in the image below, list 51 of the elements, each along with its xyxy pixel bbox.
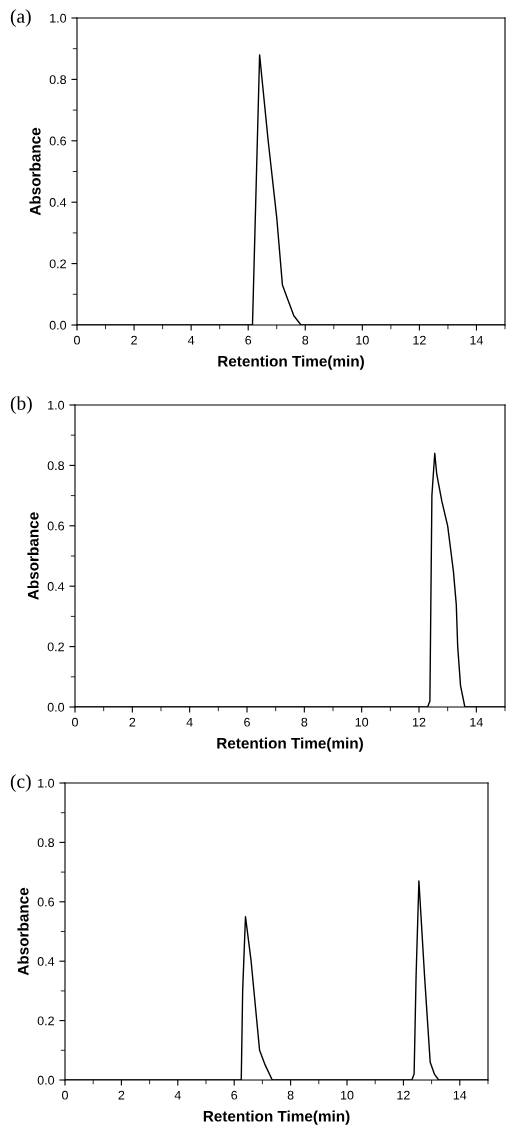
y-tick-label: 0.0 <box>37 1075 55 1085</box>
y-axis-title: Absorbance <box>27 512 39 600</box>
chart-title: (c) <box>10 774 31 792</box>
x-tick-label: 4 <box>186 717 193 727</box>
x-axis-title: Retention Time(min) <box>203 1110 350 1125</box>
x-tick-label: 0 <box>62 1090 68 1100</box>
y-tick-label: 0.6 <box>37 897 55 907</box>
y-tick-label: 0.2 <box>37 1016 54 1026</box>
chart-title: (a) <box>10 9 31 27</box>
x-tick-label: 12 <box>413 335 426 345</box>
y-tick-label: 1.0 <box>48 400 65 410</box>
y-tick-label: 1.0 <box>50 13 67 23</box>
chart-title: (b) <box>10 396 32 414</box>
x-tick-label: 10 <box>341 1090 354 1100</box>
y-tick-label: 0.0 <box>49 320 67 330</box>
x-tick-label: 4 <box>187 335 195 345</box>
x-tick-label: 6 <box>245 335 252 345</box>
x-tick-label: 0 <box>72 717 78 727</box>
x-tick-label: 4 <box>174 1090 181 1100</box>
x-tick-label: 8 <box>287 1090 294 1100</box>
y-tick-label: 1.0 <box>38 778 55 788</box>
x-tick-label: 6 <box>231 1090 238 1100</box>
x-axis-title: Retention Time(min) <box>217 737 363 752</box>
y-axis-title: Absorbance <box>29 127 41 216</box>
x-tick-label: 8 <box>302 335 309 345</box>
x-tick-label: 12 <box>397 1090 410 1100</box>
x-tick-label: 12 <box>413 717 426 727</box>
x-tick-label: 14 <box>470 717 483 727</box>
x-tick-label: 0 <box>74 335 80 345</box>
x-tick-label: 2 <box>131 335 137 345</box>
y-axis-title: Absorbance <box>17 887 29 976</box>
x-axis-title: Retention Time(min) <box>218 355 364 370</box>
y-tick-label: 0.4 <box>37 957 55 966</box>
y-tick-label: 0.2 <box>49 259 66 269</box>
y-tick-label: 0.6 <box>47 521 65 531</box>
y-tick-label: 0.8 <box>37 838 55 848</box>
x-tick-label: 2 <box>118 1090 125 1100</box>
x-tick-label: 8 <box>301 717 308 727</box>
y-tick-label: 0.2 <box>47 642 64 652</box>
x-tick-label: 14 <box>470 335 484 345</box>
x-tick-label: 2 <box>129 717 136 727</box>
x-tick-label: 10 <box>355 717 369 727</box>
y-tick-label: 0.4 <box>47 582 65 591</box>
y-tick-label: 0.4 <box>49 198 67 207</box>
y-tick-label: 0.8 <box>49 75 67 85</box>
y-tick-label: 0.8 <box>47 461 65 471</box>
x-tick-label: 10 <box>356 335 369 345</box>
y-tick-label: 0.6 <box>49 136 67 146</box>
x-tick-label: 14 <box>453 1090 467 1100</box>
y-tick-label: 0.0 <box>47 702 65 712</box>
x-tick-label: 6 <box>244 717 250 727</box>
